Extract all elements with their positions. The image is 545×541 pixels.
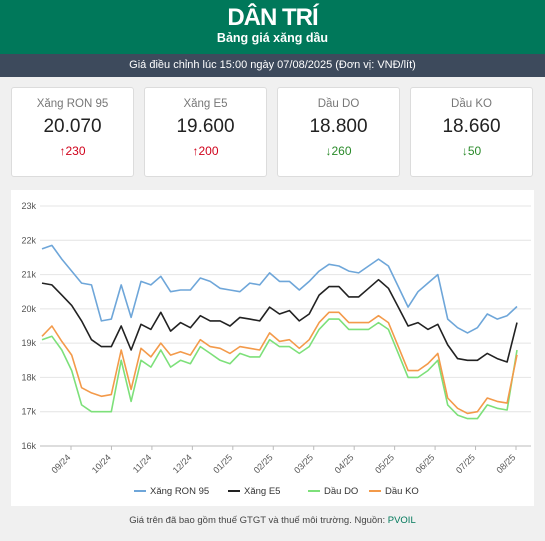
card-price: 19.600: [176, 116, 235, 137]
card-name: Dầu KO: [451, 98, 492, 110]
page-title: Bảng giá xăng dầu: [216, 31, 329, 45]
change-value: 200: [198, 144, 219, 158]
y-tick-label: 23k: [21, 201, 36, 211]
card-change: ↓260: [278, 144, 399, 158]
card-name: Xăng E5: [183, 98, 228, 110]
y-tick-label: 19k: [21, 338, 36, 348]
arrow-down-icon: ↓: [461, 144, 468, 158]
change-value: 260: [331, 144, 352, 158]
series-line: [41, 311, 518, 415]
x-tick-label: 10/24: [90, 452, 113, 475]
y-tick-label: 18k: [21, 372, 36, 382]
y-tick-label: 20k: [21, 304, 36, 314]
card-price: 18.800: [309, 116, 368, 137]
card-price: 20.070: [43, 116, 102, 137]
arrow-up-icon: ↑: [59, 144, 66, 158]
x-tick-label: 09/24: [49, 452, 72, 475]
card-change: ↑200: [145, 144, 266, 158]
card-change: ↑230: [12, 144, 133, 158]
arrow-up-icon: ↑: [192, 144, 199, 158]
series-line: [41, 318, 518, 420]
card-change: ↓50: [411, 144, 532, 158]
price-card-ron95: Xăng RON 95 20.070 ↑230: [11, 87, 134, 177]
price-card-ko: Dầu KO 18.660 ↓50: [410, 87, 533, 177]
y-tick-label: 16k: [21, 441, 36, 451]
x-tick-label: 05/25: [373, 452, 396, 475]
series-line: [41, 244, 518, 334]
change-value: 50: [467, 144, 482, 158]
change-value: 230: [65, 144, 86, 158]
x-tick-label: 04/25: [333, 452, 356, 475]
card-name: Dầu DO: [317, 98, 360, 110]
card-name: Xăng RON 95: [36, 98, 109, 110]
header: DÂN TRÍ Bảng giá xăng dầu: [0, 0, 545, 54]
x-tick-label: 01/25: [211, 452, 234, 475]
y-tick-label: 22k: [21, 235, 36, 245]
price-chart: 16k 17k 18k 19k 20k 21k 22k 23k 09/24 10/24 11/24 1…: [11, 190, 534, 506]
update-time-bar: Giá điều chỉnh lúc 15:00 ngày 07/08/2025…: [0, 54, 545, 77]
source-link[interactable]: PVOIL: [387, 515, 416, 526]
x-tick-label: 08/25: [494, 452, 517, 475]
x-tick-label: 11/24: [131, 452, 154, 475]
legend-label: Dầu KO: [385, 486, 419, 497]
price-cards: Xăng RON 95 20.070 ↑230 Xăng E5 19.600 ↑…: [0, 87, 545, 177]
line-chart-svg: 16k 17k 18k 19k 20k 21k 22k 23k 09/24 10/24 11/24 1…: [21, 201, 531, 497]
x-tick-label: 03/25: [292, 452, 315, 475]
arrow-down-icon: ↓: [325, 144, 332, 158]
card-price: 18.660: [442, 116, 501, 137]
y-tick-label: 17k: [21, 407, 36, 417]
dantri-logo[interactable]: DÂN TRÍ: [227, 4, 318, 31]
y-tick-label: 21k: [21, 270, 36, 280]
legend-label: Xăng E5: [244, 486, 280, 497]
footnote-text: Giá trên đã bao gồm thuế GTGT và thuế mô…: [129, 515, 388, 526]
x-tick-label: 06/25: [414, 452, 437, 475]
price-card-do: Dầu DO 18.800 ↓260: [277, 87, 400, 177]
x-tick-label: 02/25: [252, 452, 275, 475]
x-tick-label: 12/24: [171, 452, 194, 475]
series-line: [41, 278, 518, 363]
price-card-e5: Xăng E5 19.600 ↑200: [144, 87, 267, 177]
footnote: Giá trên đã bao gồm thuế GTGT và thuế mô…: [0, 515, 545, 526]
x-tick-label: 07/25: [454, 452, 477, 475]
legend-label: Xăng RON 95: [150, 486, 209, 497]
legend-label: Dầu DO: [324, 486, 358, 497]
